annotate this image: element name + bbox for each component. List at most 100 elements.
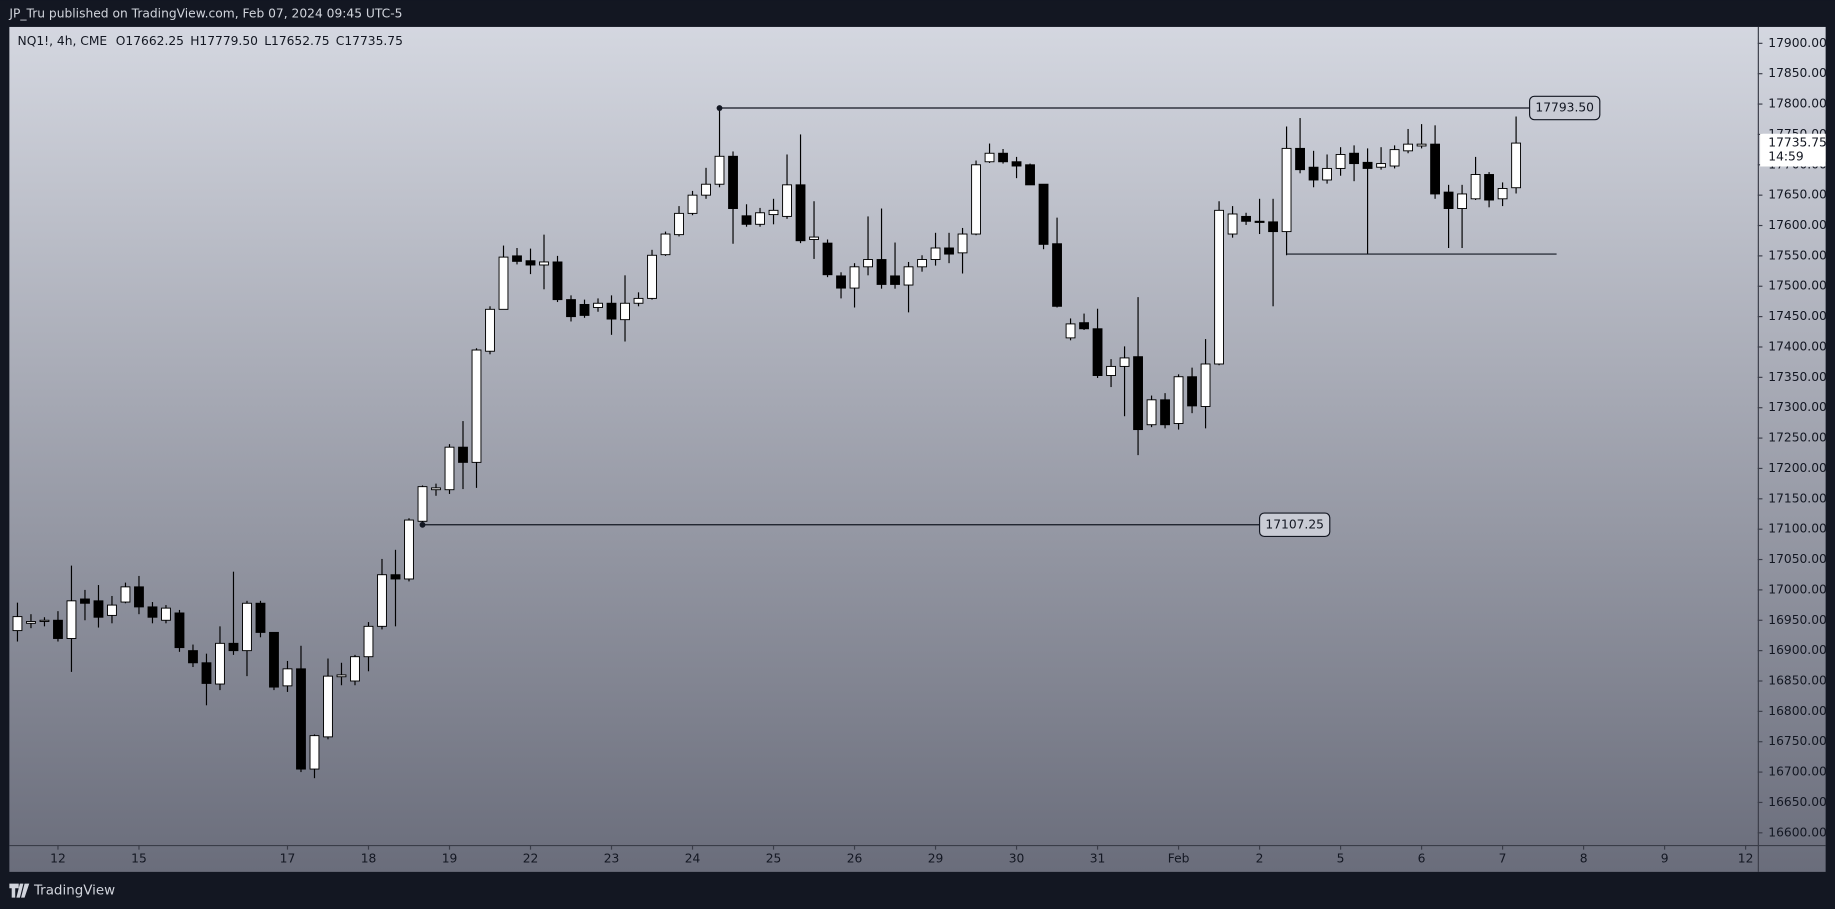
- candle-body: [120, 586, 131, 603]
- ohlc-low: L17652.75: [264, 33, 329, 47]
- candle-body: [863, 259, 873, 268]
- candle-body: [1281, 147, 1292, 233]
- candle-body: [1376, 163, 1386, 168]
- candle-body: [255, 602, 266, 633]
- x-tick-label: 6: [1418, 852, 1426, 866]
- x-tick-label: 2: [1256, 852, 1264, 866]
- candle-body: [1187, 376, 1197, 407]
- level-anchor: [716, 105, 723, 111]
- symbol: NQ1!, 4h, CME: [18, 33, 108, 47]
- candle-body: [1403, 143, 1413, 152]
- header: JP_Tru published on TradingView.com, Feb…: [8, 7, 402, 21]
- x-tick-label: 17: [280, 852, 296, 866]
- candle-body: [107, 604, 117, 616]
- candle-body: [1254, 220, 1265, 223]
- candle-body: [66, 600, 77, 639]
- y-tick-label: 16950.00: [1768, 613, 1827, 627]
- y-tick-label: 16900.00: [1768, 643, 1827, 657]
- candle-body: [323, 675, 333, 738]
- candle-body: [836, 275, 846, 289]
- candle-body: [701, 183, 711, 196]
- y-tick-label: 17800.00: [1768, 97, 1827, 111]
- candle-body: [687, 194, 698, 214]
- y-tick-label: 17300.00: [1768, 400, 1827, 414]
- y-tick-label: 17400.00: [1768, 339, 1827, 353]
- candle-body: [80, 598, 90, 604]
- candle-body: [849, 266, 860, 289]
- candle-body: [1497, 188, 1508, 200]
- candle-body: [930, 247, 941, 261]
- candle-body: [1160, 399, 1170, 426]
- y-tick-label: 16750.00: [1768, 734, 1827, 748]
- x-tick-label: 7: [1499, 852, 1507, 866]
- x-tick-label: 15: [131, 852, 147, 866]
- candle-body: [741, 215, 752, 225]
- x-tick-label: 24: [685, 852, 701, 866]
- candle-body: [296, 668, 306, 770]
- candle-body: [782, 184, 792, 217]
- candle-body: [1173, 376, 1184, 424]
- level-label: 17793.50: [1535, 101, 1594, 115]
- candle-body: [1025, 164, 1035, 186]
- candle-body: [1106, 365, 1116, 376]
- candle-body: [660, 233, 671, 256]
- y-tick-label: 17500.00: [1768, 279, 1827, 293]
- candle-body: [471, 349, 482, 463]
- x-tick-label: 29: [928, 852, 944, 866]
- y-tick-label: 16600.00: [1768, 825, 1827, 839]
- candle-body: [1011, 161, 1022, 167]
- candle-body: [1214, 209, 1224, 365]
- candle-body: [201, 662, 212, 684]
- candle-body: [1362, 161, 1373, 169]
- candle-body: [1457, 193, 1468, 209]
- candle-body: [1295, 147, 1305, 171]
- candle-body: [363, 625, 374, 658]
- x-tick-label: 8: [1580, 852, 1588, 866]
- candle-body: [647, 254, 657, 299]
- candle-body: [485, 308, 495, 352]
- candle-body: [1065, 323, 1076, 339]
- candle-body: [134, 586, 144, 608]
- y-tick-label: 17550.00: [1768, 248, 1827, 262]
- candle-body: [336, 674, 347, 678]
- candle-body: [174, 612, 185, 649]
- candle-body: [228, 642, 239, 652]
- x-tick-label: 30: [1009, 852, 1025, 866]
- candle-body: [498, 256, 509, 310]
- candle-body: [795, 184, 806, 242]
- candle-body: [377, 574, 387, 627]
- y-tick-label: 17850.00: [1768, 66, 1827, 80]
- y-tick-label: 17350.00: [1768, 370, 1827, 384]
- candle-body: [957, 233, 968, 254]
- x-tick-label: 26: [847, 852, 863, 866]
- candle-body: [26, 621, 36, 624]
- candle-body: [188, 650, 198, 664]
- candle-body: [1430, 143, 1440, 195]
- candle-body: [1092, 328, 1103, 376]
- y-tick-label: 17100.00: [1768, 522, 1827, 536]
- legend: NQ1!, 4h, CME O17662.25 H17779.50 L17652…: [18, 33, 403, 47]
- candle-body: [1052, 243, 1062, 307]
- last-price-label: 17735.75: [1768, 136, 1827, 150]
- candle-body: [1119, 357, 1130, 367]
- candle-body: [620, 302, 630, 321]
- x-tick-label: 23: [604, 852, 620, 866]
- y-tick-label: 17200.00: [1768, 461, 1827, 475]
- x-tick-label: 22: [523, 852, 539, 866]
- candle-body: [417, 486, 428, 522]
- candle-body: [917, 259, 927, 268]
- x-tick-label: 19: [442, 852, 458, 866]
- candle-body: [1146, 399, 1157, 426]
- countdown: 14:59: [1768, 150, 1803, 164]
- candle-body: [1511, 142, 1522, 189]
- candle-body: [269, 631, 279, 688]
- logo: [9, 883, 30, 898]
- y-tick-label: 17250.00: [1768, 431, 1827, 445]
- candle-body: [998, 152, 1008, 163]
- x-tick-label: 18: [361, 852, 377, 866]
- candle-body: [579, 304, 590, 316]
- candle-body: [1484, 174, 1495, 201]
- y-tick-label: 17050.00: [1768, 552, 1827, 566]
- x-tick-label: 31: [1090, 852, 1106, 866]
